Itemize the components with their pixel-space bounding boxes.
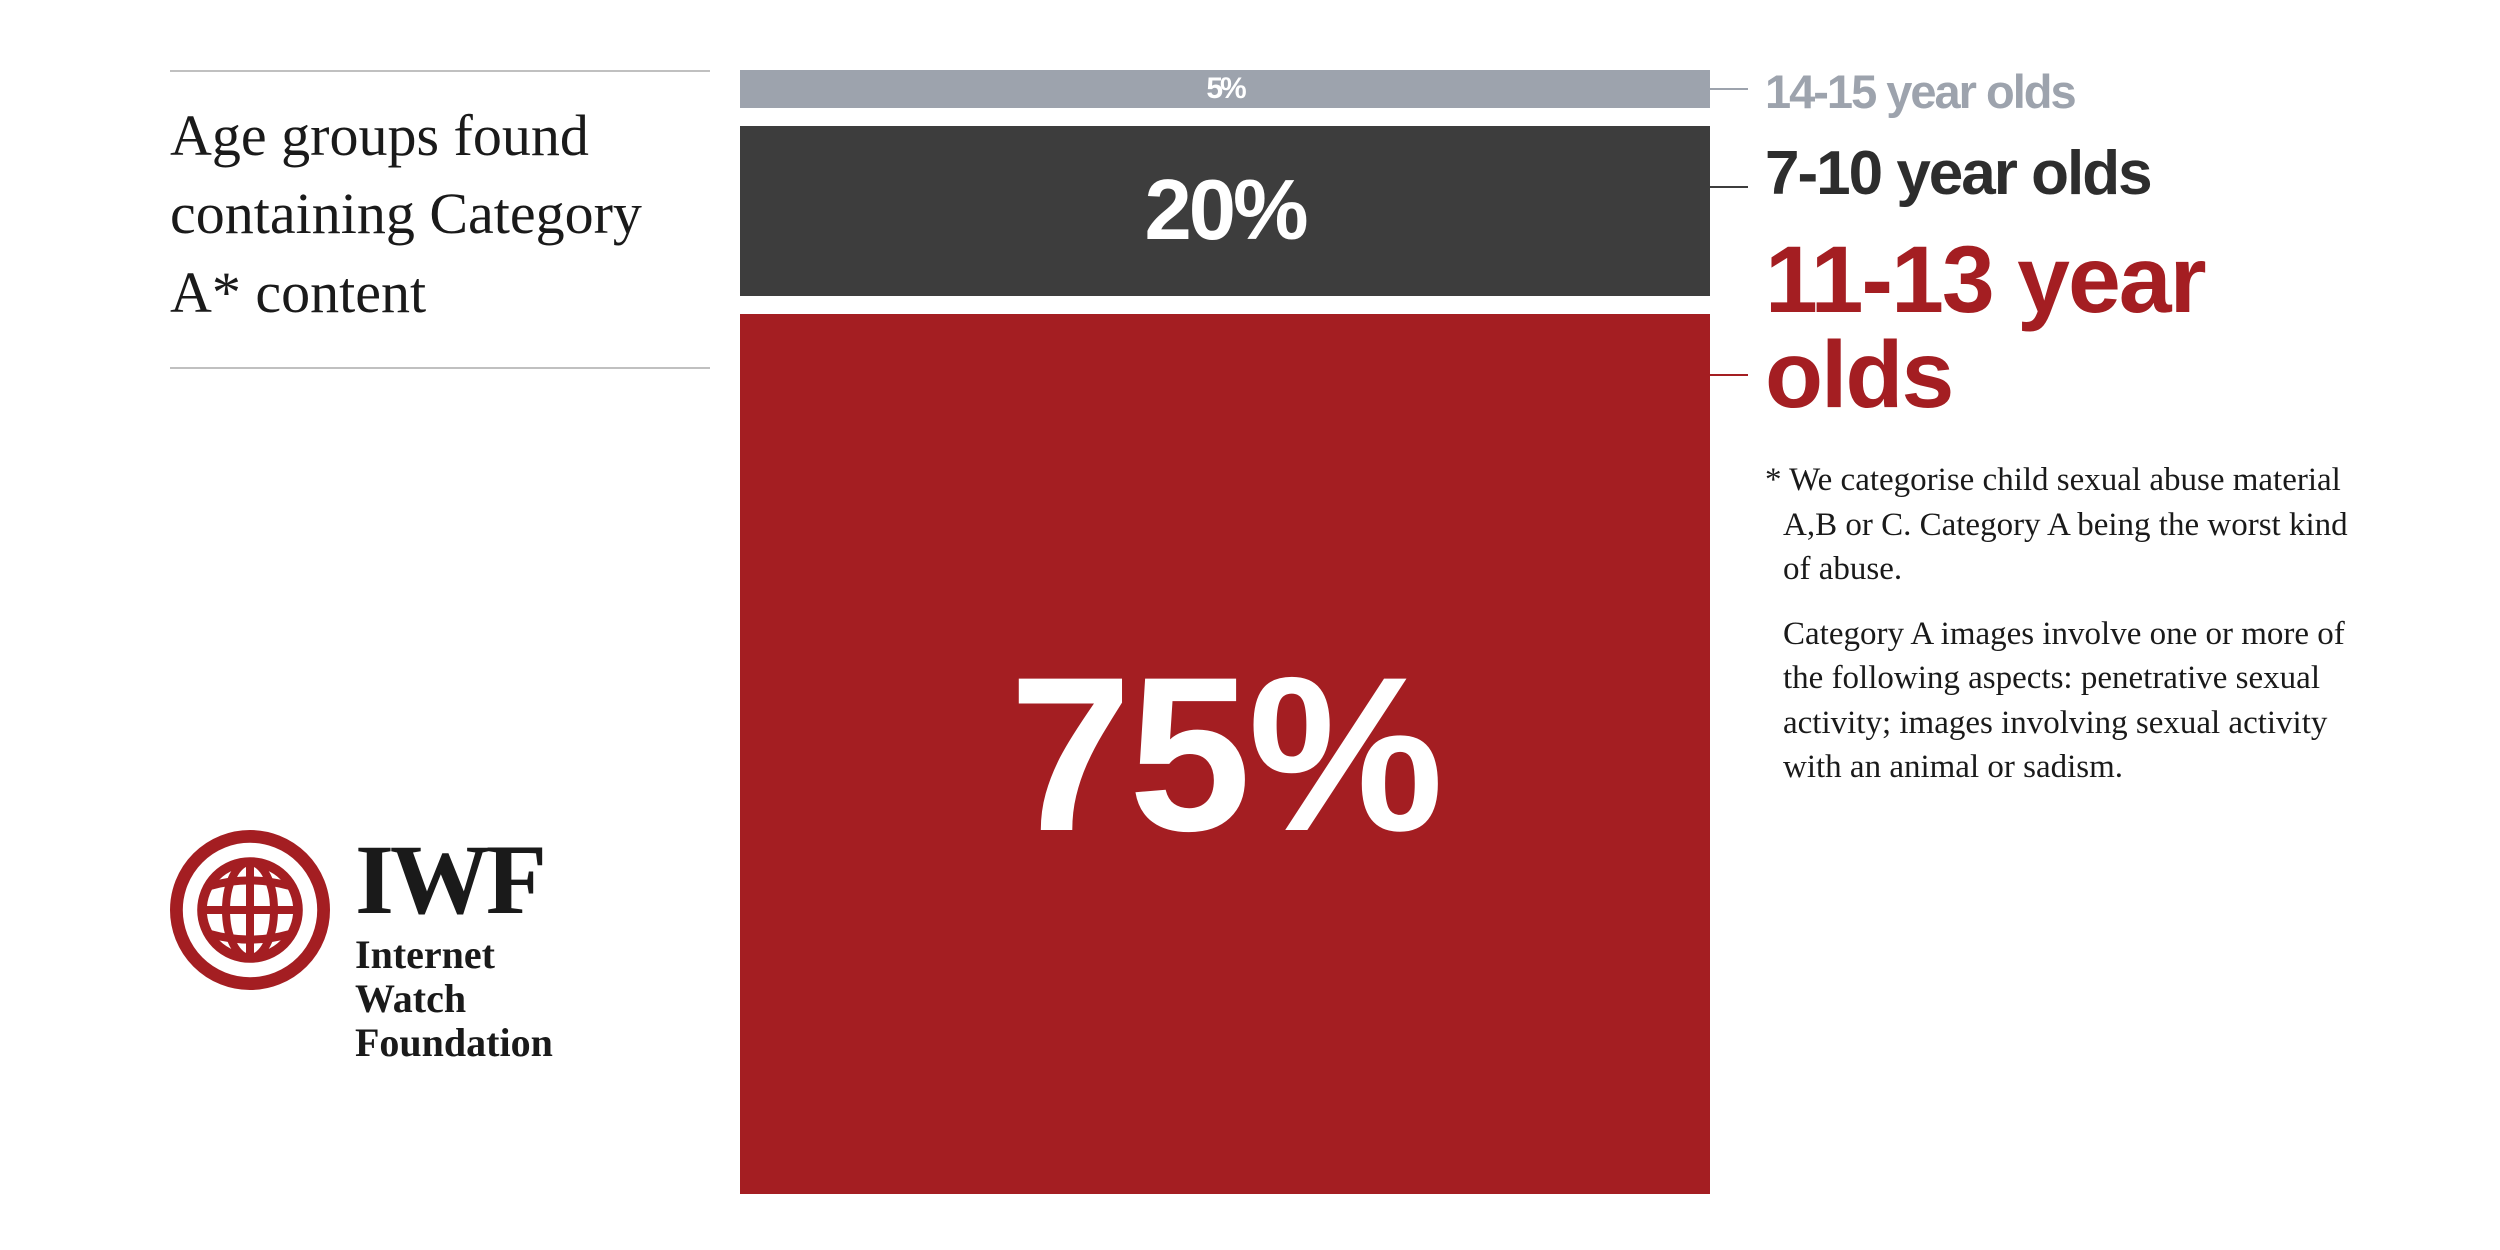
bar-value-label: 5% <box>1206 72 1243 106</box>
logo-text: IWF Internet Watch Foundation <box>355 830 553 1065</box>
labels-column: 14-15 year olds 7-10 year olds 11-13 year … <box>1710 70 2350 1194</box>
footnote-para-1: * We categorise child sexual abuse mater… <box>1765 458 2350 592</box>
bar-14-15: 5% <box>740 70 1710 108</box>
chart-column: 5% 20% 75% <box>740 70 1710 1194</box>
globe-icon <box>170 830 330 990</box>
bar-tick <box>1710 88 1748 90</box>
age-group-label: 11-13 year olds <box>1765 233 2350 423</box>
bar-value-label: 20% <box>1144 162 1305 260</box>
bar-tick <box>1710 374 1748 376</box>
age-group-label: 7-10 year olds <box>1765 143 2350 205</box>
logo-acronym: IWF <box>355 835 553 925</box>
title-block: Age groups found containing Category A* … <box>170 70 710 369</box>
footnote: * We categorise child sexual abuse mater… <box>1765 458 2350 790</box>
logo-area: IWF Internet Watch Foundation <box>170 830 553 1065</box>
bar-11-13: 75% <box>740 314 1710 1194</box>
bar-tick <box>1710 186 1748 188</box>
bar-value-label: 75% <box>1009 628 1440 881</box>
age-group-label: 14-15 year olds <box>1765 68 2350 115</box>
chart-title: Age groups found containing Category A* … <box>170 97 710 332</box>
bar-7-10: 20% <box>740 126 1710 296</box>
logo-subtitle: Internet Watch Foundation <box>355 933 553 1065</box>
footnote-para-2: Category A images involve one or more of… <box>1765 612 2350 790</box>
